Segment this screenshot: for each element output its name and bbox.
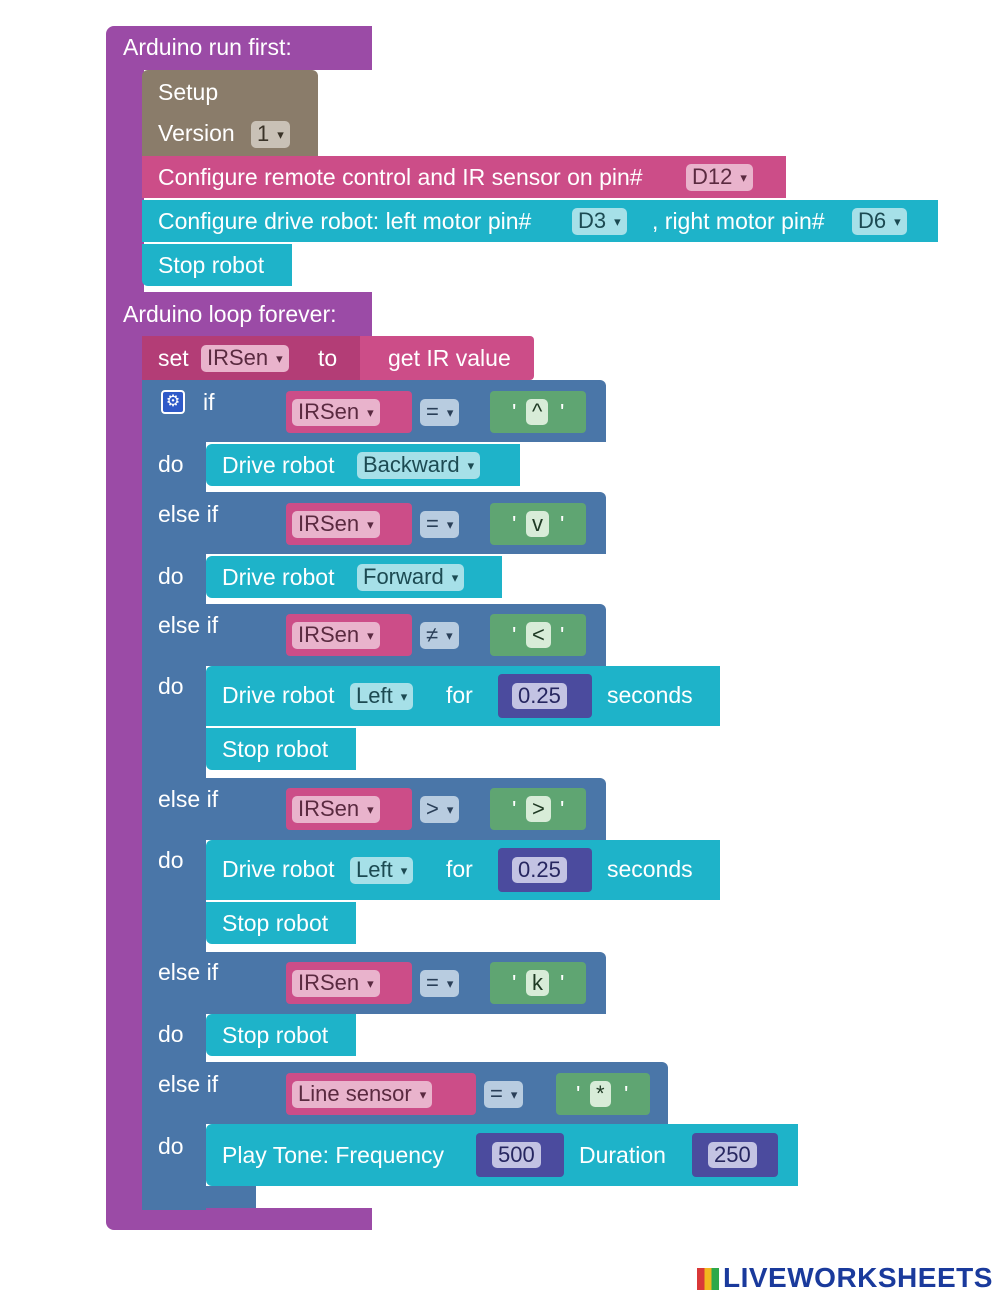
play-tone-label: Play Tone: Frequency [222, 1142, 445, 1168]
drive-robot-label: Drive robot [222, 856, 335, 882]
seconds-label: seconds [607, 856, 693, 882]
for-label: for [446, 856, 473, 882]
drive-robot-label: Drive robot [222, 452, 335, 478]
for-label: for [446, 682, 473, 708]
drive-robot-label: Drive robot [222, 682, 335, 708]
stop-robot-block[interactable] [206, 902, 356, 944]
variable-dropdown[interactable]: IRSen ▾ [292, 511, 380, 538]
do-label: do [158, 1021, 184, 1047]
operator-dropdown[interactable]: ≠ ▾ [420, 622, 459, 649]
else-if-label: else if [158, 501, 219, 527]
duration-number-field[interactable]: 0.25 [512, 857, 567, 883]
frequency-number-field[interactable]: 500 [492, 1142, 541, 1168]
to-label: to [318, 345, 338, 371]
quote-right: ' [560, 399, 565, 425]
quote-right: ' [560, 970, 565, 996]
quote-left: ' [512, 511, 517, 537]
do-label: do [158, 847, 184, 873]
text-literal-field[interactable]: * [590, 1081, 611, 1107]
else-if-label: else if [158, 959, 219, 985]
quote-left: ' [512, 796, 517, 822]
version-dropdown[interactable]: 1 ▾ [251, 121, 290, 148]
else-if-label: else if [158, 786, 219, 812]
sensor-dropdown[interactable]: Line sensor ▾ [292, 1081, 433, 1108]
configure-drive-block[interactable] [142, 200, 938, 242]
if-block-bottom [142, 1186, 256, 1208]
variable-dropdown[interactable]: IRSen ▾ [292, 970, 380, 997]
direction-dropdown[interactable]: Forward ▾ [357, 564, 465, 591]
stop-robot-block[interactable] [206, 1014, 356, 1056]
run-first-body-rail [106, 66, 144, 292]
logo-mark-icon [697, 1268, 719, 1290]
operator-dropdown[interactable]: = ▾ [420, 399, 460, 426]
stop-robot-label: Stop robot [222, 1022, 329, 1048]
ir-pin-dropdown[interactable]: D12 ▾ [686, 164, 753, 191]
version-label: Version [158, 120, 235, 146]
quote-left: ' [512, 399, 517, 425]
else-if-label: else if [158, 1071, 219, 1097]
arduino-run-first-block[interactable] [106, 26, 372, 70]
quote-right: ' [560, 622, 565, 648]
quote-left: ' [512, 970, 517, 996]
duration-number-field[interactable]: 0.25 [512, 683, 567, 709]
text-literal-field[interactable]: v [526, 511, 549, 537]
seconds-label: seconds [607, 682, 693, 708]
else-if-label: else if [158, 612, 219, 638]
loop-body-rail [106, 332, 144, 1212]
drive-robot-timed-block[interactable] [206, 666, 720, 726]
configure-ir-block[interactable] [142, 156, 786, 198]
quote-right: ' [624, 1081, 629, 1107]
gear-icon[interactable]: ⚙ [161, 390, 185, 414]
configure-drive-label: Configure drive robot: left motor pin# [158, 208, 532, 234]
stop-robot-label: Stop robot [158, 252, 265, 278]
operator-dropdown[interactable]: = ▾ [484, 1081, 524, 1108]
stop-robot-label: Stop robot [222, 736, 329, 762]
operator-dropdown[interactable]: > ▾ [420, 796, 460, 823]
do-label: do [158, 451, 184, 477]
text-literal-field[interactable]: k [526, 970, 549, 996]
quote-right: ' [560, 796, 565, 822]
quote-right: ' [560, 511, 565, 537]
duration-label: Duration [579, 1142, 666, 1168]
direction-dropdown[interactable]: Backward ▾ [357, 452, 481, 479]
do-label: do [158, 673, 184, 699]
left-motor-pin-dropdown[interactable]: D3 ▾ [572, 208, 627, 235]
duration-number-field[interactable]: 250 [708, 1142, 757, 1168]
operator-dropdown[interactable]: = ▾ [420, 511, 460, 538]
variable-dropdown[interactable]: IRSen ▾ [292, 399, 380, 426]
do-label: do [158, 1133, 184, 1159]
text-literal-field[interactable]: ^ [526, 399, 549, 425]
loop-label: Arduino loop forever: [123, 301, 337, 327]
stop-robot-block[interactable] [142, 244, 292, 286]
set-label: set [158, 345, 189, 371]
stop-robot-label: Stop robot [222, 910, 329, 936]
do-label: do [158, 563, 184, 589]
loop-bottom-cap [106, 1208, 372, 1230]
variable-dropdown[interactable]: IRSen ▾ [292, 796, 380, 823]
direction-dropdown[interactable]: Left ▾ [350, 683, 414, 710]
drive-robot-timed-block[interactable] [206, 840, 720, 900]
setup-label: Setup [158, 79, 219, 105]
right-motor-pin-dropdown[interactable]: D6 ▾ [852, 208, 907, 235]
if-label: if [203, 389, 215, 415]
quote-left: ' [512, 622, 517, 648]
operator-dropdown[interactable]: = ▾ [420, 970, 460, 997]
text-literal-field[interactable]: > [526, 796, 551, 822]
get-ir-value-block[interactable] [360, 336, 534, 380]
stop-robot-block[interactable] [206, 728, 356, 770]
liveworksheets-logo: LIVEWORKSHEETS [697, 1262, 993, 1294]
text-literal-field[interactable]: < [526, 622, 551, 648]
quote-left: ' [576, 1081, 581, 1107]
set-variable-dropdown[interactable]: IRSen ▾ [201, 345, 289, 372]
run-first-label: Arduino run first: [123, 34, 292, 60]
drive-robot-label: Drive robot [222, 564, 335, 590]
right-motor-label: , right motor pin# [652, 208, 825, 234]
variable-dropdown[interactable]: IRSen ▾ [292, 622, 380, 649]
direction-dropdown[interactable]: Left ▾ [350, 857, 414, 884]
arduino-loop-forever-block[interactable] [106, 292, 372, 336]
configure-ir-label: Configure remote control and IR sensor o… [158, 164, 643, 190]
get-ir-value-label: get IR value [388, 345, 511, 371]
